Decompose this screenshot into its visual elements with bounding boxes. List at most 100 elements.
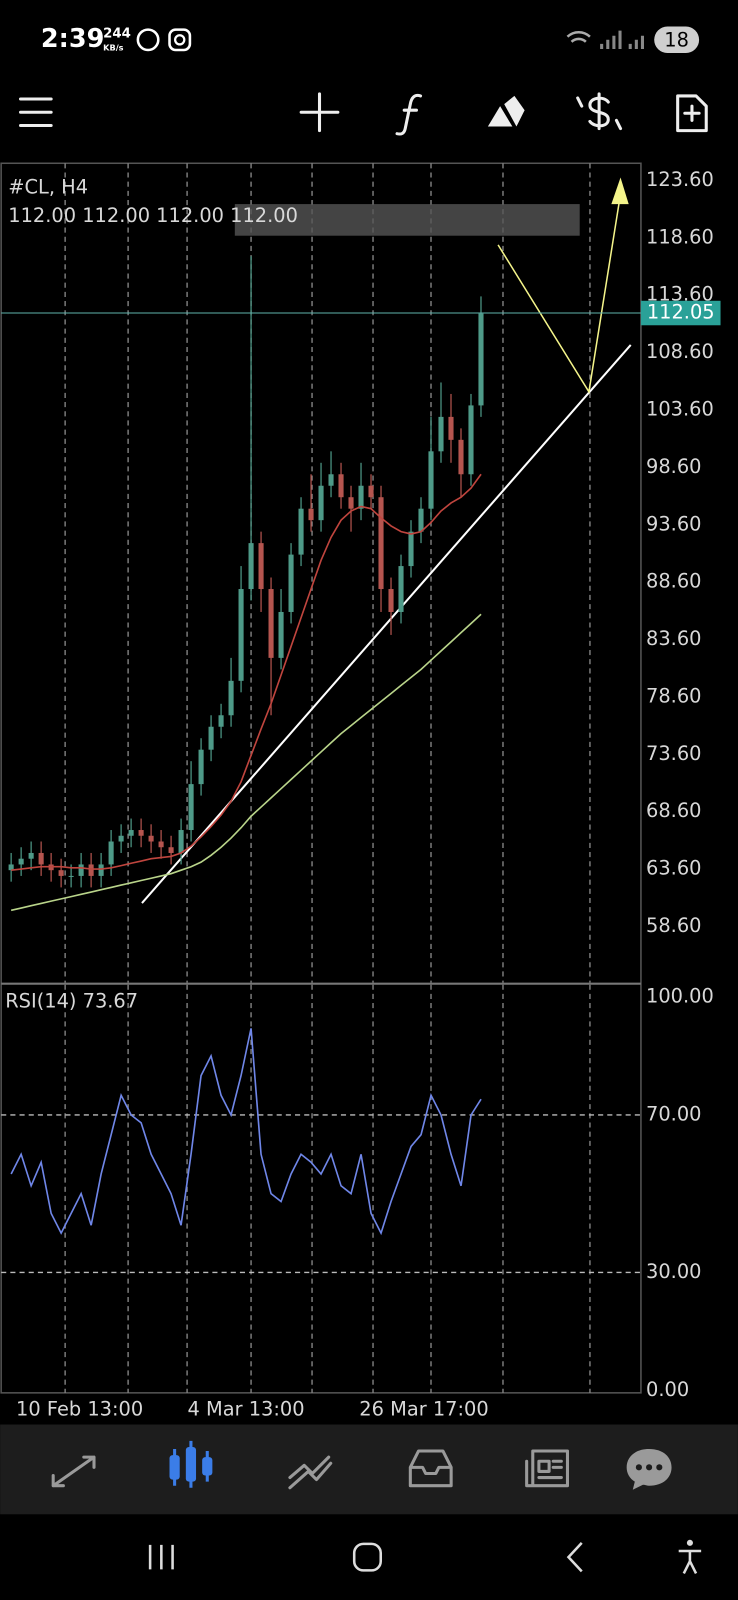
indicators-button[interactable]	[395, 93, 423, 136]
clock: 2:39	[41, 24, 104, 54]
net-unit: KB/s	[103, 42, 124, 52]
candle-body	[128, 830, 134, 836]
news-tab[interactable]	[525, 1449, 569, 1488]
candle-body	[228, 680, 234, 716]
candle-body	[238, 589, 244, 681]
y-tick-label: 118.60	[646, 225, 714, 248]
indicator-line	[11, 473, 482, 872]
history-tab[interactable]	[408, 1449, 453, 1488]
candle-body	[78, 864, 84, 876]
indicator-line	[10, 613, 482, 912]
candle-body	[178, 830, 184, 853]
y-tick-label: 0.00	[646, 1378, 689, 1401]
candle-body	[218, 715, 224, 727]
accessibility-button[interactable]	[678, 1539, 702, 1575]
x-tick-label: 26 Mar 17:00	[359, 1398, 488, 1421]
candle-body	[378, 497, 384, 590]
candle-body	[468, 405, 474, 475]
y-tick-label: 100.00	[646, 984, 714, 1007]
net-speed: 244	[103, 27, 131, 42]
back-button[interactable]	[566, 1541, 583, 1573]
candle-body	[328, 474, 334, 486]
candle-body	[358, 485, 364, 509]
candle-body	[158, 841, 164, 848]
candle-body	[18, 858, 24, 865]
crosshair-button[interactable]	[299, 92, 340, 133]
candle-body	[208, 726, 214, 750]
y-tick-label: 73.60	[646, 742, 701, 765]
indicator-line	[10, 1028, 482, 1236]
candle-body	[278, 611, 284, 658]
battery	[654, 26, 700, 54]
y-tick-label: 123.60	[646, 168, 714, 191]
recents-button[interactable]	[148, 1544, 174, 1570]
instagram-icon	[174, 34, 186, 46]
chat-tab[interactable]	[626, 1448, 672, 1490]
candle-body	[268, 589, 274, 658]
candle-body	[388, 589, 394, 612]
candle-body	[198, 749, 204, 785]
projection-line	[497, 193, 622, 394]
trend-line	[141, 344, 632, 904]
candle-body	[288, 554, 294, 612]
new-chart-button[interactable]	[676, 94, 708, 133]
y-tick-label: 103.60	[646, 397, 714, 420]
objects-button[interactable]	[487, 95, 525, 127]
signal-icon	[600, 30, 644, 49]
candle-body	[38, 852, 44, 865]
candle-body	[98, 864, 104, 876]
y-tick-label: 78.60	[646, 684, 701, 707]
candle-body	[398, 566, 404, 612]
candle-body	[438, 416, 444, 452]
home-button[interactable]	[352, 1542, 383, 1572]
candle-body	[8, 864, 14, 871]
candle-body	[418, 508, 424, 532]
y-tick-label: 113.60	[646, 283, 714, 306]
candle-body	[88, 864, 94, 876]
candle-body	[148, 835, 154, 842]
candle-body	[68, 875, 74, 877]
y-tick-label: 98.60	[646, 455, 701, 478]
instagram-icon	[168, 28, 192, 52]
y-tick-label: 63.60	[646, 857, 701, 880]
battery-level: 18	[664, 28, 689, 51]
candle-body	[338, 474, 344, 498]
candle-body	[408, 531, 414, 567]
y-tick-label: 68.60	[646, 799, 701, 822]
trade-tab[interactable]	[288, 1455, 333, 1490]
candle-body	[58, 870, 64, 876]
y-tick-label: 88.60	[646, 570, 701, 593]
candle-body	[118, 835, 124, 842]
candle-body	[258, 543, 264, 590]
y-tick-label: 93.60	[646, 512, 701, 535]
chart-tab[interactable]	[169, 1440, 213, 1488]
candle-body	[138, 830, 144, 836]
symbol-label: #CL, H4	[8, 175, 88, 198]
status-icon	[136, 28, 160, 52]
candle-body	[248, 543, 254, 590]
y-tick-label: 30.00	[646, 1260, 701, 1283]
candle-body	[348, 497, 354, 509]
candle-body	[368, 485, 374, 498]
y-tick-label: 108.60	[646, 340, 714, 363]
candle-body	[298, 508, 304, 555]
x-tick-label: 4 Mar 13:00	[188, 1398, 305, 1421]
candle-body	[108, 841, 114, 865]
ohlc-label: 112.00 112.00 112.00 112.00	[8, 204, 298, 227]
drawn-rectangle	[234, 204, 580, 236]
trade-button[interactable]	[576, 92, 623, 131]
price-tag-label: 112.05	[647, 301, 715, 324]
candle-body	[168, 847, 174, 853]
y-tick-label: 83.60	[646, 627, 701, 650]
price-tag	[640, 300, 721, 326]
y-tick-label: 70.00	[646, 1102, 701, 1125]
candle-body	[458, 439, 464, 475]
x-tick-label: 10 Feb 13:00	[16, 1398, 143, 1421]
menu-button[interactable]	[19, 97, 53, 128]
wifi-icon	[566, 30, 591, 43]
quotes-tab[interactable]	[51, 1455, 96, 1488]
projection-arrow	[611, 177, 629, 205]
